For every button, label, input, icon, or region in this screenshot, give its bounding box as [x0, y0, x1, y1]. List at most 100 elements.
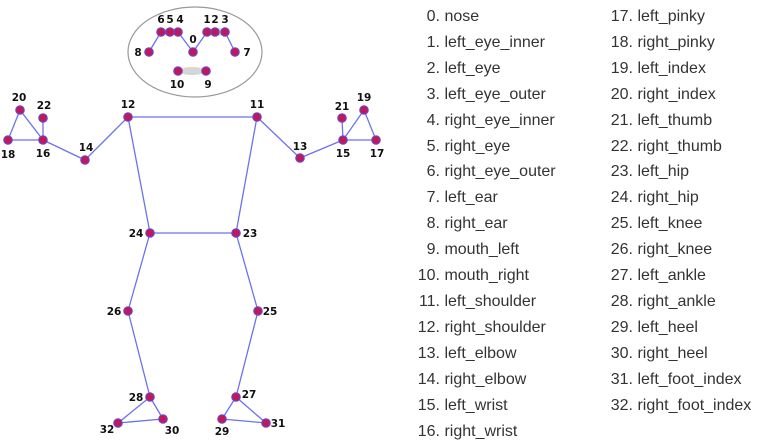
edge-left_pinky-left_index [364, 110, 376, 140]
node-label-left_eye: 2 [211, 14, 218, 26]
legend-item: 6. right_eye_outer [412, 159, 556, 185]
legend-item: 12. right_shoulder [412, 315, 556, 341]
legend-index: 27. [605, 263, 633, 289]
node-label-left_ear: 7 [243, 47, 250, 59]
node-label-left_wrist: 15 [336, 148, 351, 160]
legend-index: 22. [605, 134, 633, 160]
legend-item: 14. right_elbow [412, 367, 556, 393]
legend-label: right_foot_index [633, 397, 751, 414]
node-label-right_eye: 5 [166, 14, 173, 26]
node-label-left_pinky: 17 [370, 148, 385, 160]
node-label-mouth_left: 9 [204, 79, 211, 91]
legend-index: 19. [605, 56, 633, 82]
edge-right_pinky-right_index [8, 110, 20, 140]
legend-item: 5. right_eye [412, 134, 556, 160]
node-nose [189, 48, 198, 57]
node-right_thumb [39, 114, 48, 123]
node-label-left_heel: 29 [215, 426, 230, 438]
node-label-left_thumb: 21 [335, 101, 350, 113]
edge-right_wrist-right_index [20, 110, 43, 140]
legend-index: 12. [412, 315, 440, 341]
legend-label: right_hip [633, 189, 699, 206]
node-label-right_knee: 26 [107, 306, 122, 318]
legend-item: 28. right_ankle [605, 289, 751, 315]
legend-item: 29. left_heel [605, 315, 751, 341]
node-right_shoulder [124, 113, 133, 122]
node-right_wrist [39, 136, 48, 145]
legend-index: 21. [605, 108, 633, 134]
legend-label: right_heel [633, 345, 708, 362]
edge-left_heel-left_foot_index [222, 419, 266, 423]
legend-label: right_wrist [440, 423, 517, 440]
legend-index: 1. [412, 30, 440, 56]
node-label-left_index: 19 [357, 92, 372, 104]
legend-label: left_knee [633, 215, 702, 232]
node-right_eye [166, 28, 175, 37]
legend-label: right_ankle [633, 293, 716, 310]
node-label-left_ankle: 27 [242, 389, 257, 401]
node-right_eye_inner [174, 28, 183, 37]
legend-label: right_thumb [633, 138, 722, 155]
legend-label: left_elbow [440, 345, 517, 362]
legend-label: right_shoulder [440, 319, 546, 336]
edge-left_hip-left_knee [236, 233, 258, 311]
legend-index: 18. [605, 30, 633, 56]
node-right_foot_index [114, 419, 123, 428]
node-right_knee [124, 307, 133, 316]
node-left_heel [218, 415, 227, 424]
legend-index: 15. [412, 393, 440, 419]
legend-label: right_eye [440, 138, 510, 155]
legend-label: left_eye_outer [440, 86, 546, 103]
legend-label: left_eye_inner [440, 34, 545, 51]
node-right_ear [145, 48, 154, 57]
edge-left_wrist-left_index [343, 110, 364, 140]
node-label-left_foot_index: 31 [271, 418, 286, 430]
node-label-right_eye_outer: 6 [157, 14, 164, 26]
legend-label: right_elbow [440, 371, 526, 388]
legend-label: right_pinky [633, 34, 715, 51]
node-label-left_eye_outer: 3 [221, 14, 228, 26]
legend-item: 18. right_pinky [605, 30, 751, 56]
legend-index: 20. [605, 82, 633, 108]
legend-index: 26. [605, 237, 633, 263]
legend-index: 4. [412, 108, 440, 134]
legend-item: 22. right_thumb [605, 134, 751, 160]
legend-label: right_eye_outer [440, 163, 556, 180]
node-left_eye_inner [203, 28, 212, 37]
node-left_hip [232, 229, 241, 238]
legend-item: 20. right_index [605, 82, 751, 108]
edge-right_hip-right_knee [128, 233, 150, 311]
legend-label: nose [440, 8, 479, 25]
legend-label: left_ear [440, 189, 498, 206]
legend-item: 17. left_pinky [605, 4, 751, 30]
node-label-right_eye_inner: 4 [176, 14, 183, 26]
legend-index: 10. [412, 263, 440, 289]
edge-right_shoulder-right_hip [128, 117, 150, 233]
legend-index: 6. [412, 159, 440, 185]
node-left_ear [231, 48, 240, 57]
legend-item: 26. right_knee [605, 237, 751, 263]
node-right_pinky [4, 136, 13, 145]
node-label-right_wrist: 16 [36, 148, 51, 160]
legend-item: 16. right_wrist [412, 419, 556, 444]
legend-item: 9. mouth_left [412, 237, 556, 263]
legend-index: 31. [605, 367, 633, 393]
legend-label: left_wrist [440, 397, 508, 414]
legend-item: 11. left_shoulder [412, 289, 556, 315]
legend-index: 11. [412, 289, 440, 315]
legend-index: 23. [605, 159, 633, 185]
legend-item: 21. left_thumb [605, 108, 751, 134]
edge-right_knee-right_ankle [128, 311, 150, 397]
node-label-right_thumb: 22 [37, 100, 52, 112]
node-left_pinky [372, 136, 381, 145]
node-left_ankle [232, 393, 241, 402]
legend-label: right_index [633, 86, 716, 103]
node-right_eye_outer [157, 28, 166, 37]
legend-item: 15. left_wrist [412, 393, 556, 419]
legend-item: 24. right_hip [605, 185, 751, 211]
node-right_hip [146, 229, 155, 238]
node-label-right_foot_index: 32 [100, 424, 115, 436]
node-label-mouth_right: 10 [170, 79, 185, 91]
legend-index: 2. [412, 56, 440, 82]
